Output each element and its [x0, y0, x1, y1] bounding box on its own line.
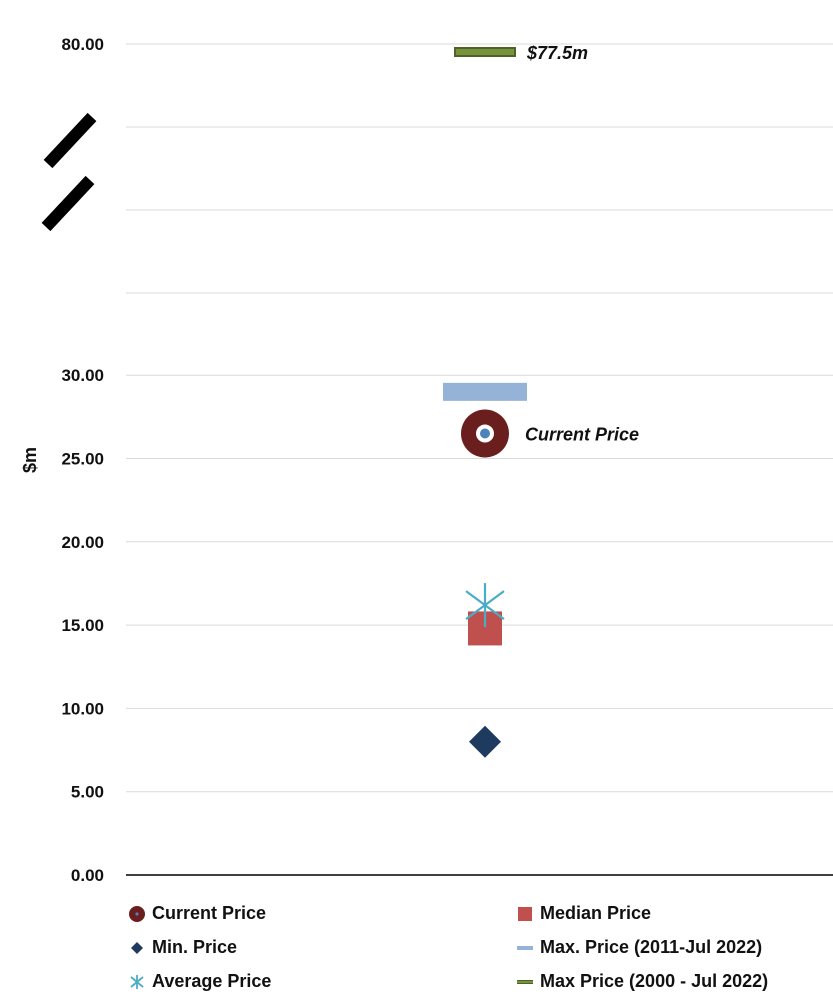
- legend-item-median-price: Median Price: [514, 903, 651, 924]
- data-marks: Current Price $77.5m: [443, 43, 639, 758]
- legend-item-average-price: Average Price: [126, 971, 271, 992]
- target-circle-icon: [126, 905, 148, 923]
- legend: Current Price Median Price Min. Price Ma…: [0, 900, 833, 996]
- diamond-icon: [126, 939, 148, 957]
- legend-label: Max Price (2000 - Jul 2022): [540, 971, 769, 991]
- mark-max-price-2000-fill: [456, 49, 514, 55]
- legend-item-max-price-2011: Max. Price (2011-Jul 2022): [514, 937, 762, 958]
- legend-label: Min. Price: [152, 937, 238, 957]
- y-tick-label: 5.00: [71, 783, 104, 802]
- y-tick-label: 15.00: [61, 616, 104, 635]
- axis-break-marks: [41, 112, 97, 232]
- mark-current-price-dot: [480, 428, 490, 439]
- legend-item-current-price: Current Price: [126, 903, 266, 924]
- legend-label: Max. Price (2011-Jul 2022): [540, 937, 763, 957]
- y-tick-label: 25.00: [61, 450, 104, 469]
- y-tick-label: 80.00: [61, 35, 104, 54]
- y-tick-label: 0.00: [71, 866, 104, 885]
- data-annotation: $77.5m: [526, 43, 588, 63]
- dash-icon: [514, 939, 536, 957]
- gridlines: [126, 43, 833, 793]
- y-tick-label: 10.00: [61, 699, 104, 718]
- y-tick-label: 30.00: [61, 366, 104, 385]
- data-annotation: Current Price: [525, 425, 639, 445]
- asterisk-icon: [126, 973, 148, 991]
- mark-average-price: [465, 583, 505, 628]
- y-tick-label: 20.00: [61, 533, 104, 552]
- y-axis-tick-labels: 0.00 5.00 10.00 15.00 20.00 25.00 30.00 80.00: [61, 35, 104, 885]
- square-icon: [514, 905, 536, 923]
- y-axis-label: $m: [20, 447, 40, 473]
- dash-icon: [514, 973, 536, 991]
- legend-label: Average Price: [152, 971, 272, 991]
- mark-max-price-2011: [443, 382, 527, 401]
- legend-item-max-price-2000: Max Price (2000 - Jul 2022): [514, 971, 768, 992]
- legend-label: Current Price: [152, 903, 267, 923]
- legend-item-min-price: Min. Price: [126, 937, 237, 958]
- legend-label: Median Price: [540, 903, 652, 923]
- mark-min-price: [469, 725, 501, 758]
